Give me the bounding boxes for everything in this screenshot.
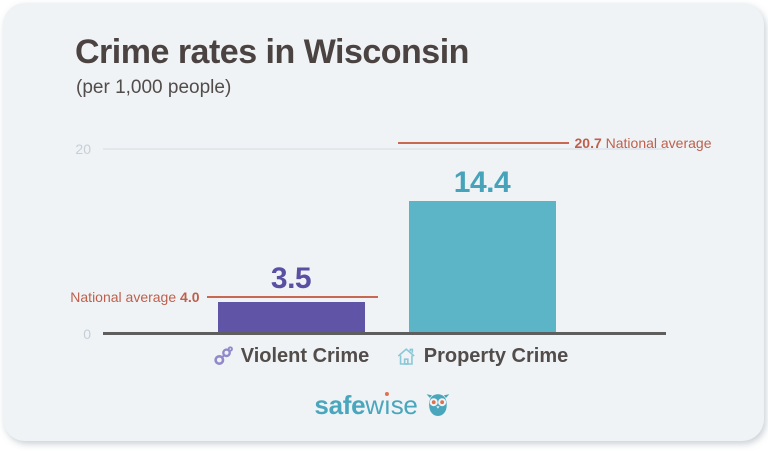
bar-property-crime: [408, 200, 556, 334]
category-label: Violent Crime: [240, 345, 370, 367]
national-average-label: National average 4.0: [70, 289, 200, 305]
bar-value-label: 14.4: [453, 165, 511, 199]
x-axis-label-violent-crime: Violent Crime: [213, 345, 370, 368]
logo-word-safe: safe: [314, 390, 366, 420]
logo-letter-i: ı: [383, 390, 391, 420]
x-axis-line: [103, 332, 666, 335]
national-average-line: [206, 296, 378, 298]
bar-violent-crime: [217, 301, 365, 334]
logo-letter-w: w: [365, 390, 384, 420]
bar-value-label: 3.5: [270, 262, 312, 295]
y-tick-label: 0: [83, 326, 91, 342]
chart-card: Crime rates in Wisconsin (per 1,000 peop…: [3, 3, 764, 441]
y-tick-label: 20: [75, 141, 91, 157]
gridline-20: [103, 148, 666, 150]
safewise-logo-text: safewı se: [314, 390, 417, 420]
national-average-line: [397, 141, 569, 144]
logo-i-dot: [385, 392, 390, 396]
x-axis-label-property-crime: Property Crime: [396, 345, 569, 368]
category-label: Property Crime: [423, 345, 569, 367]
owl-icon: [423, 390, 453, 420]
logo-letters-se: se: [390, 390, 418, 420]
house-icon: [396, 346, 417, 367]
chart-title: Crime rates in Wisconsin: [75, 33, 469, 71]
national-average-label: 20.7 National average: [574, 134, 712, 151]
handcuffs-icon: [213, 346, 234, 367]
safewise-logo: safewı se: [314, 390, 452, 420]
chart-subtitle: (per 1,000 people): [76, 77, 232, 98]
